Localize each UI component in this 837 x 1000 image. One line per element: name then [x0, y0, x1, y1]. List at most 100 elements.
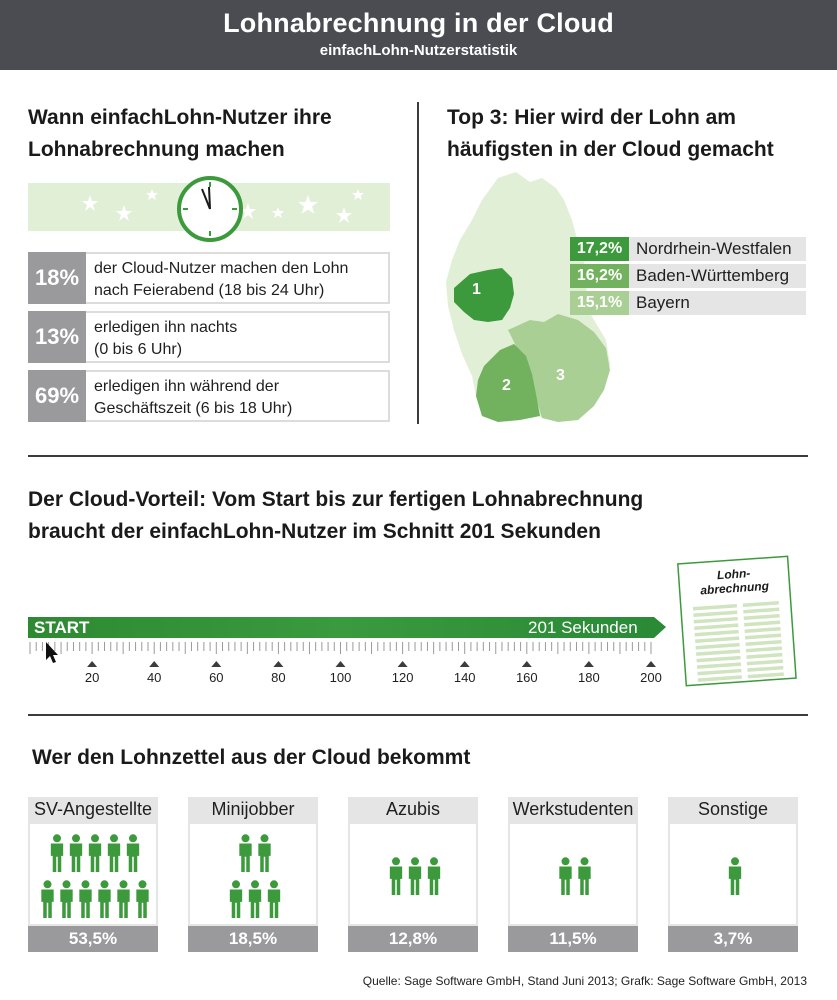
recipient-figures	[188, 822, 318, 926]
timeline-axis-label: 40	[147, 670, 161, 685]
star-icon	[272, 207, 284, 218]
document-line	[747, 672, 784, 679]
map-rank-label: 2	[502, 377, 511, 394]
person-icon	[136, 880, 149, 918]
timeline-axis-label: 120	[392, 670, 414, 685]
document-line	[742, 601, 779, 608]
stat-text-line2: Geschäftszeit (6 bis 18 Uhr)	[94, 400, 293, 417]
document-line	[697, 668, 742, 676]
document-line	[694, 629, 739, 637]
document-line	[692, 603, 737, 611]
recipient-percent: 3,7%	[668, 926, 798, 952]
person-icon	[389, 857, 403, 895]
document-line	[744, 633, 782, 640]
timeline-axis-label: 160	[516, 670, 538, 685]
recipient-label: Werkstudenten	[512, 799, 634, 819]
recipient-figures	[28, 822, 158, 926]
timeline-marker-icon	[335, 661, 346, 667]
stat-text: der Cloud-Nutzer machen den Lohn nach Fe…	[86, 252, 390, 304]
document-line	[696, 655, 741, 663]
stat-text-line1: erledigen ihn nachts	[94, 319, 238, 336]
recipient-box-minijobber: Minijobber 18,5%	[188, 797, 318, 952]
person-icon	[559, 857, 572, 895]
legend-percent: 17,2%	[570, 237, 629, 261]
timeline-axis-label: 20	[85, 670, 99, 685]
recipient-box-azubis: Azubis 12,8%	[348, 797, 478, 952]
legend-row-nrw: 17,2% Nordrhein-Westfalen	[570, 237, 806, 261]
person-icon	[79, 880, 92, 918]
star-icon	[240, 203, 256, 219]
recipient-percent: 18,5%	[188, 926, 318, 952]
person-icon	[728, 857, 742, 895]
document-label-line2: abrechnung	[700, 579, 770, 598]
document-line	[693, 616, 738, 624]
legend-region-name: Bayern	[636, 293, 690, 312]
germany-map: 1 2 3	[438, 170, 638, 430]
timeline-axis-label: 100	[330, 670, 352, 685]
timeline-axis: 20 40 60 80 100 120 140 160 180 200	[28, 640, 668, 695]
map-rank-label: 3	[556, 367, 565, 384]
recipient-label: SV-Angestellte	[33, 799, 153, 819]
person-icon	[239, 834, 252, 872]
document-line	[744, 626, 781, 633]
cloud-heading-line2: braucht der einfachLohn-Nutzer im Schnit…	[28, 520, 601, 543]
person-icon	[107, 834, 121, 872]
document-line	[695, 636, 740, 643]
star-icon	[336, 207, 352, 223]
vertical-divider	[417, 102, 419, 424]
mouse-cursor-icon	[46, 642, 58, 663]
stat-text-line2: nach Feierabend (18 bis 24 Uhr)	[94, 282, 325, 299]
legend-percent: 16,2%	[570, 264, 629, 288]
document-line	[746, 652, 783, 659]
recipient-box-sonstige: Sonstige 3,7%	[668, 797, 798, 952]
page-title: Lohnabrechnung in der Cloud	[223, 8, 614, 38]
cloud-advantage-heading: Der Cloud-Vorteil: Vom Start bis zur fer…	[28, 484, 643, 548]
time-heading-line1: Wann einfachLohn-Nutzer ihre	[28, 106, 332, 129]
map-bayern	[508, 314, 610, 422]
person-icon	[88, 834, 102, 872]
top3-heading-line1: Top 3: Hier wird der Lohn am	[447, 106, 736, 129]
person-icon	[258, 834, 271, 872]
legend-region-name: Nordrhein-Westfalen	[636, 239, 792, 258]
stat-row-business-hours: 69% erledigen ihn während der Geschäftsz…	[28, 370, 390, 422]
stat-row-evening: 18% der Cloud-Nutzer machen den Lohn nac…	[28, 252, 390, 304]
stat-percent: 13%	[28, 311, 86, 363]
person-icon	[578, 857, 591, 895]
stat-text-line1: erledigen ihn während der	[94, 378, 280, 395]
document-line	[744, 620, 781, 627]
star-icon	[352, 189, 364, 200]
legend-row-bayern: 15,1% Bayern	[570, 291, 806, 315]
person-icon	[98, 880, 111, 918]
timeline-axis-label: 180	[578, 670, 600, 685]
time-heading-line2: Lohnabrechnung machen	[28, 138, 285, 161]
horizontal-divider	[28, 455, 808, 457]
timeline-axis-label: 200	[640, 670, 662, 685]
recipient-percent: 11,5%	[508, 926, 638, 952]
person-icon	[408, 857, 422, 895]
stat-text-line1: der Cloud-Nutzer machen den Lohn	[94, 260, 349, 277]
recipients-heading: Wer den Lohnzettel aus der Cloud bekommt	[32, 746, 471, 769]
stat-text: erledigen ihn während der Geschäftszeit …	[86, 370, 390, 422]
document-line	[745, 646, 783, 653]
top3-section-heading: Top 3: Hier wird der Lohn am häufigsten …	[447, 102, 774, 166]
timeline-marker-icon	[149, 661, 160, 667]
person-icon	[427, 857, 441, 895]
timeline-marker-icon	[646, 661, 656, 667]
person-icon	[117, 880, 130, 918]
document-line	[695, 642, 740, 650]
document-line	[743, 614, 780, 621]
recipient-figures	[348, 822, 478, 926]
document-line	[694, 623, 739, 630]
person-icon	[229, 880, 243, 918]
payslip-document-icon: Lohn- abrechnung	[672, 552, 802, 697]
document-label-line1: Lohn-	[717, 566, 751, 582]
map-baden-wuerttemberg	[476, 344, 540, 422]
legend-region-name: Baden-Württemberg	[636, 266, 790, 285]
person-icon	[60, 880, 73, 918]
document-line	[697, 675, 742, 682]
timeline-arrow-icon	[654, 617, 666, 638]
person-icon	[267, 880, 281, 918]
map-nordrhein-westfalen	[454, 268, 514, 322]
timeline-marker-icon	[273, 661, 284, 667]
person-icon	[41, 880, 54, 918]
